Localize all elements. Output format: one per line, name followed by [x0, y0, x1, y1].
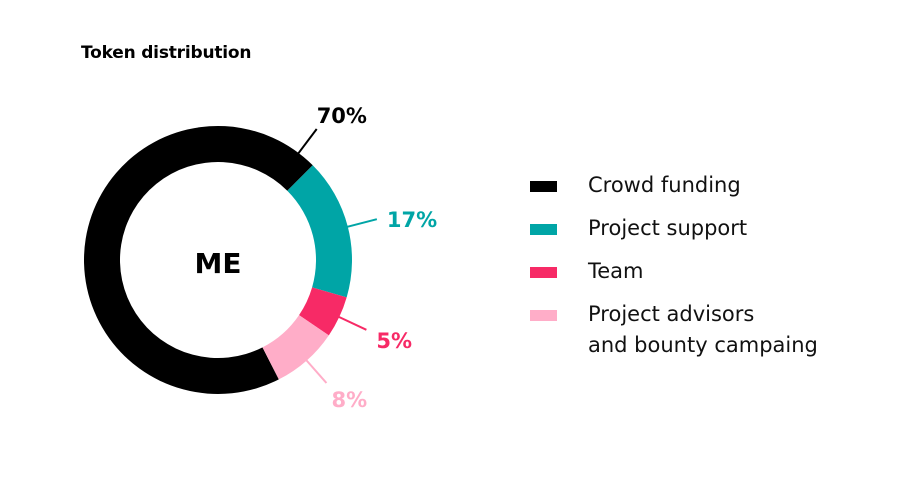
slice-project-support [287, 165, 352, 298]
legend-swatch [530, 267, 557, 278]
data-label-crowd-funding: 70% [317, 104, 367, 128]
legend-item-project-advisors: Project advisors and bounty campaing [530, 299, 818, 361]
legend-item-team: Team [530, 256, 818, 287]
center-label: ME [195, 247, 242, 280]
legend-label: Project advisors and bounty campaing [588, 299, 818, 361]
data-label-project-support: 17% [387, 208, 437, 232]
slice-crowd-funding [83, 125, 313, 394]
legend-swatch [530, 181, 557, 192]
legend-item-crowd-funding: Crowd funding [530, 170, 818, 201]
legend-label: Team [588, 256, 818, 287]
leader-line-crowd-funding [295, 128, 318, 157]
legend: Crowd funding Project support Team Proje… [530, 170, 818, 373]
data-label-team: 5% [376, 329, 412, 353]
legend-label-line: Crowd funding [588, 173, 741, 197]
leader-line-team [335, 314, 367, 331]
legend-swatch [530, 310, 557, 321]
legend-label-line: Team [588, 259, 644, 283]
legend-label: Crowd funding [588, 170, 818, 201]
legend-label: Project support [588, 213, 818, 244]
legend-item-project-support: Project support [530, 213, 818, 244]
legend-label-line: and bounty campaing [588, 333, 818, 357]
slice-project-advisors [262, 315, 329, 380]
leader-line-project-support [343, 218, 378, 229]
page-title: Token distribution [81, 43, 252, 63]
slice-team [299, 287, 347, 336]
data-label-project-advisors: 8% [331, 388, 367, 412]
legend-label-line: Project advisors [588, 302, 755, 326]
leader-line-project-advisors [303, 356, 328, 384]
legend-swatch [530, 224, 557, 235]
legend-label-line: Project support [588, 216, 748, 240]
